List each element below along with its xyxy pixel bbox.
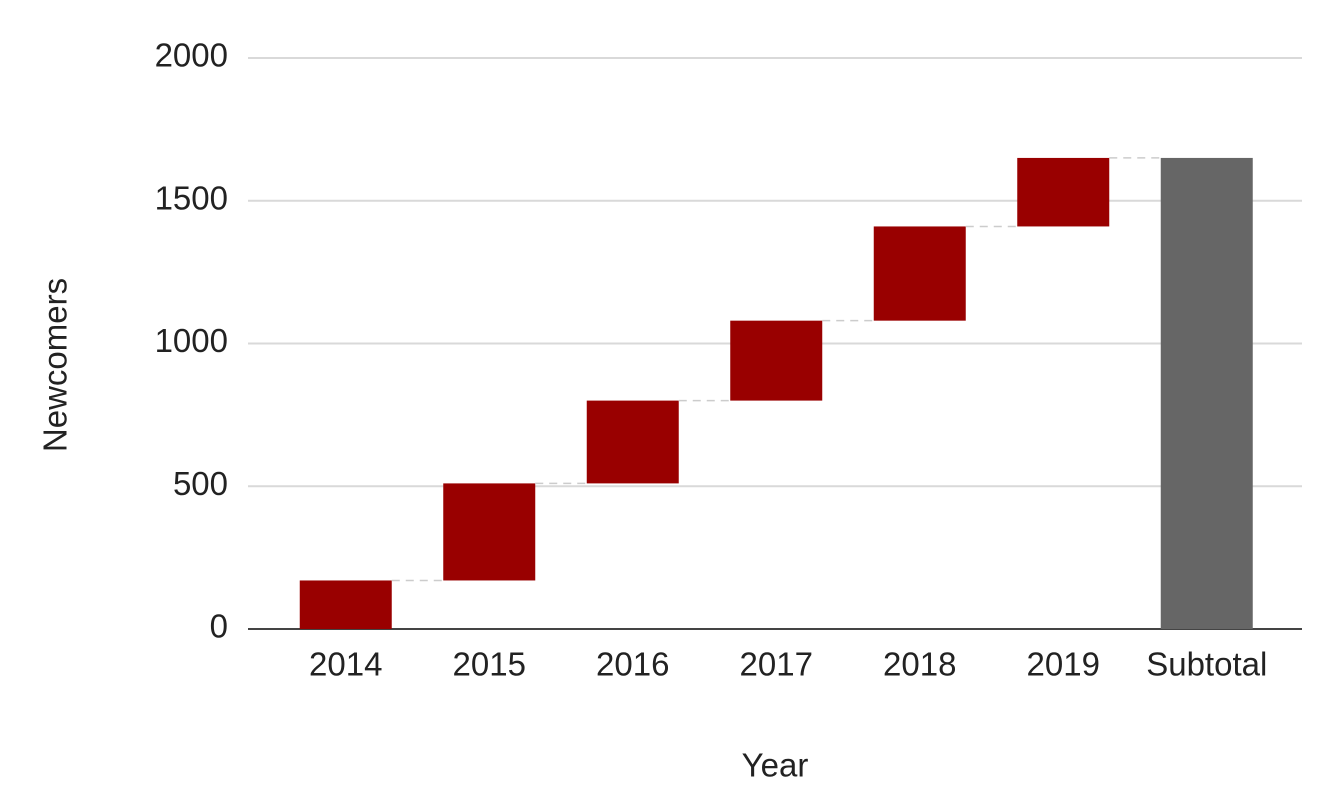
- bar: [1017, 157, 1110, 227]
- y-tick-label: 1500: [155, 179, 228, 216]
- y-tick-label: 1000: [155, 322, 228, 359]
- x-tick-label: 2015: [453, 646, 526, 683]
- bar: [730, 320, 823, 401]
- bar: [586, 400, 679, 484]
- y-tick-label: 2000: [155, 37, 228, 74]
- x-tick-label: 2017: [740, 646, 813, 683]
- bar: [299, 580, 392, 629]
- bar: [873, 226, 966, 321]
- x-tick-label: 2014: [309, 646, 382, 683]
- x-tick-label: 2019: [1027, 646, 1100, 683]
- bar: [443, 483, 536, 581]
- x-tick-label: 2018: [883, 646, 956, 683]
- x-tick-label: Subtotal: [1146, 646, 1267, 683]
- x-axis-label: Year: [742, 747, 809, 784]
- y-tick-label: 0: [210, 608, 228, 645]
- y-tick-label: 500: [173, 465, 228, 502]
- y-axis-label: Newcomers: [37, 278, 74, 452]
- x-tick-label: 2016: [596, 646, 669, 683]
- bar: [1160, 157, 1253, 630]
